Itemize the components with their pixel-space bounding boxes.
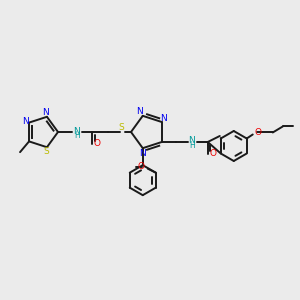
- Text: N: N: [22, 117, 28, 126]
- Text: N: N: [188, 136, 195, 146]
- Text: O: O: [94, 140, 100, 148]
- Text: S: S: [118, 124, 124, 133]
- Text: O: O: [254, 128, 261, 137]
- Text: H: H: [74, 131, 80, 140]
- Text: N: N: [43, 108, 49, 117]
- Text: S: S: [43, 147, 49, 156]
- Text: N: N: [140, 149, 146, 158]
- Text: N: N: [74, 127, 80, 136]
- Text: H: H: [189, 142, 195, 151]
- Text: O: O: [137, 162, 144, 171]
- Text: O: O: [209, 149, 216, 158]
- Text: N: N: [160, 113, 167, 122]
- Text: N: N: [136, 107, 143, 116]
